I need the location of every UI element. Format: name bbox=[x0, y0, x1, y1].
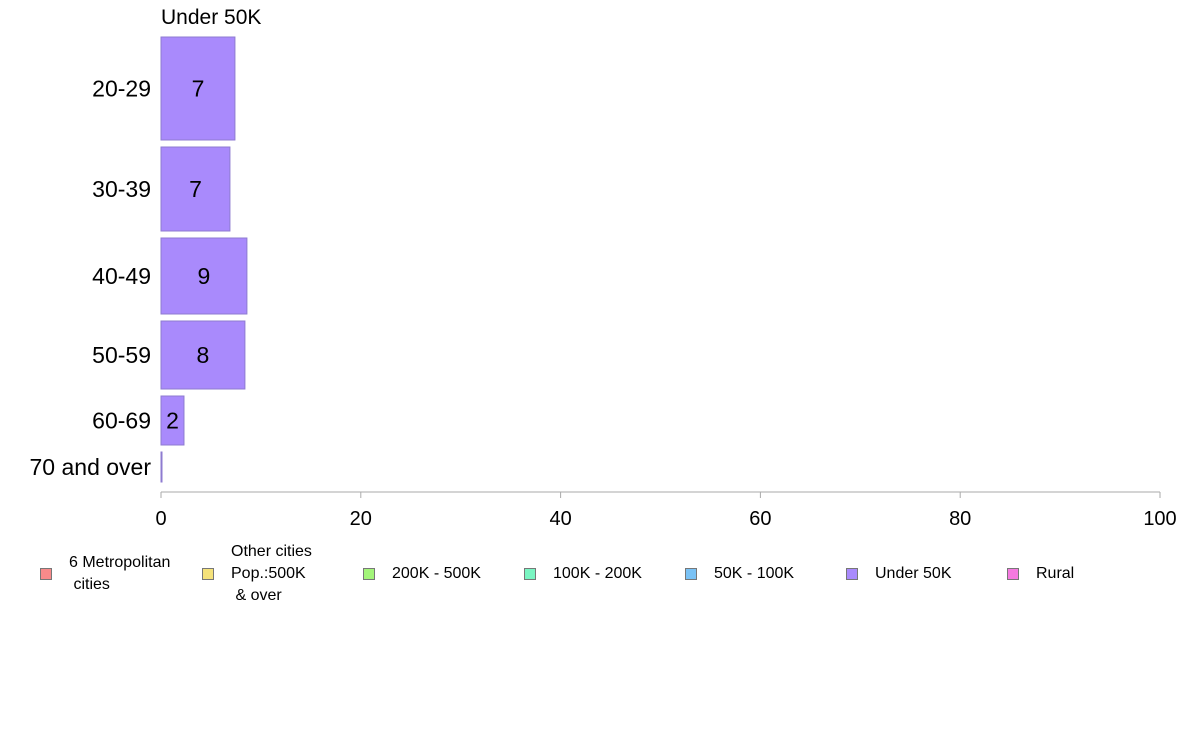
x-tick-label: 100 bbox=[1143, 508, 1176, 530]
legend-label: Under 50K bbox=[875, 565, 952, 582]
y-tick-label: 40-49 bbox=[92, 263, 151, 289]
legend-item: Rural bbox=[1007, 563, 1074, 585]
bar-value-label: 2 bbox=[166, 408, 179, 434]
y-tick-label: 30-39 bbox=[92, 176, 151, 202]
legend-item: 6 Metropolitan cities bbox=[40, 552, 170, 596]
legend-item: 50K - 100K bbox=[685, 563, 794, 585]
bar bbox=[160, 320, 246, 390]
y-tick-label: 50-59 bbox=[92, 342, 151, 368]
chart: Under 50K 20-29 730-39 740-49 950-59 860-69 2… bbox=[30, 6, 1177, 530]
legend-label: 100K - 200K bbox=[553, 565, 642, 582]
legend-swatch bbox=[524, 568, 536, 580]
bar-value-label: 8 bbox=[197, 342, 210, 368]
x-axis: 0 20 40 60 80 100 bbox=[155, 491, 1177, 530]
legend-label: Rural bbox=[1036, 565, 1075, 582]
bar-value-label: 7 bbox=[192, 76, 205, 102]
legend-swatch bbox=[40, 568, 52, 580]
legend-swatch bbox=[202, 568, 214, 580]
legend-swatch bbox=[363, 568, 375, 580]
legend-swatch bbox=[685, 568, 697, 580]
legend: 6 Metropolitan cities Other cities Pop.:5… bbox=[0, 540, 1188, 610]
bar-value-label: 7 bbox=[189, 176, 202, 202]
legend-item: 200K - 500K bbox=[363, 563, 481, 585]
bar bbox=[160, 146, 231, 232]
chart-title: Under 50K bbox=[161, 6, 261, 29]
x-tick-label: 0 bbox=[155, 508, 166, 530]
x-tick-label: 40 bbox=[549, 508, 571, 530]
legend-label: Other cities Pop.:500K & over bbox=[231, 543, 312, 604]
bar-value-label: 9 bbox=[198, 263, 211, 289]
x-tick-label: 60 bbox=[749, 508, 771, 530]
bars: 20-29 7 30-39 7 40-49 9 50-59 8 60-69 2 70 and ove… bbox=[30, 36, 248, 483]
legend-swatch bbox=[1007, 568, 1019, 580]
y-tick-label: 20-29 bbox=[92, 76, 151, 102]
bar bbox=[160, 36, 236, 141]
legend-label: 50K - 100K bbox=[714, 565, 795, 582]
legend-item: 100K - 200K bbox=[524, 563, 642, 585]
legend-item: Under 50K bbox=[846, 563, 952, 585]
y-tick-label: 60-69 bbox=[92, 408, 151, 434]
bar bbox=[160, 395, 185, 446]
legend-label: 6 Metropolitan cities bbox=[69, 554, 171, 593]
legend-item: Other cities Pop.:500K & over bbox=[202, 541, 312, 607]
bar bbox=[160, 237, 248, 315]
legend-swatch bbox=[846, 568, 858, 580]
x-tick-label: 20 bbox=[350, 508, 372, 530]
y-tick-label: 70 and over bbox=[30, 454, 152, 480]
x-tick-label: 80 bbox=[949, 508, 971, 530]
legend-label: 200K - 500K bbox=[392, 565, 481, 582]
bar bbox=[160, 451, 163, 483]
